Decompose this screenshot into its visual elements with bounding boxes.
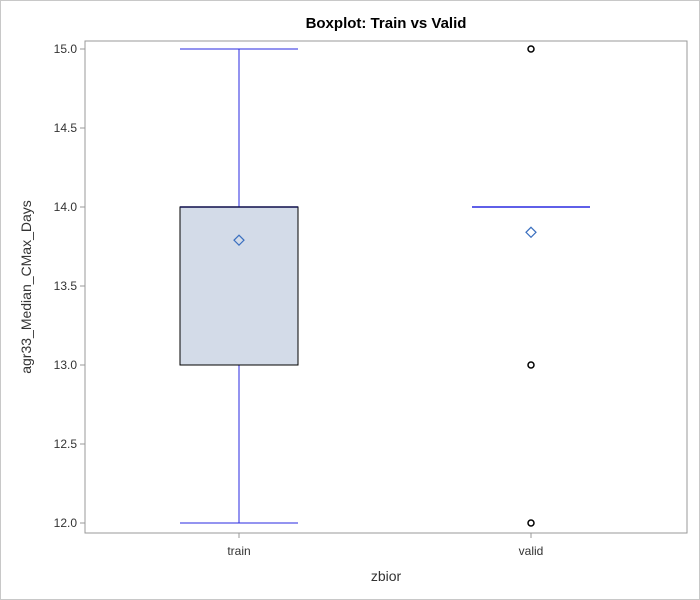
y-tick-label: 13.0 [54,358,78,372]
chart-title: Boxplot: Train vs Valid [306,15,467,32]
y-tick-label: 14.5 [54,121,78,135]
y-tick-label: 12.0 [54,516,78,530]
boxes [179,45,590,527]
x-axis-label: zbior [371,568,402,584]
x-tick-label: valid [519,544,544,558]
y-tick-label: 13.5 [54,279,78,293]
iqr-box [179,206,299,366]
box-group-valid [472,45,590,527]
mean-marker [233,234,245,247]
x-axis: train valid [227,533,543,558]
plot-area [84,40,688,534]
box-group-train [179,48,299,524]
mean-marker [525,226,537,239]
y-tick-label: 12.5 [54,437,78,451]
y-axis: 12.0 12.5 13.0 13.5 14.0 14.5 15.0 [54,42,85,530]
outlier-point [527,45,535,53]
y-tick-label: 15.0 [54,42,78,56]
x-tick-label: train [227,544,250,558]
outlier-point [527,519,535,527]
y-axis-label: agr33_Median_CMax_Days [18,200,34,374]
y-tick-label: 14.0 [54,200,78,214]
outlier-point [527,361,535,369]
